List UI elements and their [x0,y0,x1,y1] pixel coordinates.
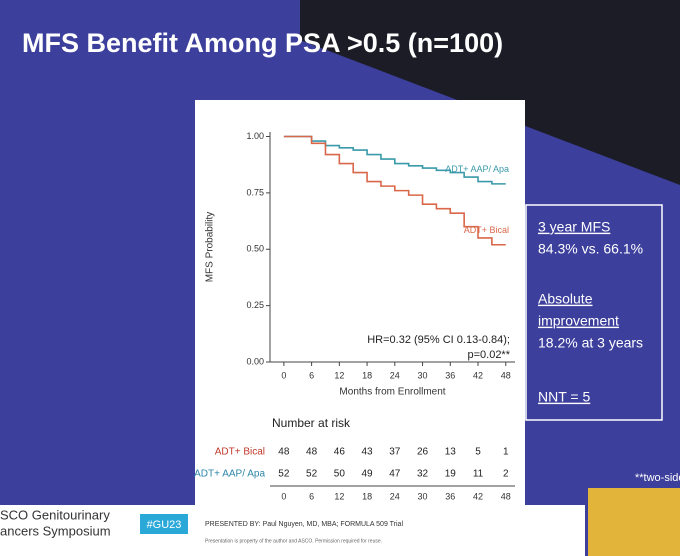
y-tick-label: 0.25 [246,300,264,310]
summary-heading: NNT = 5 [538,389,590,405]
summary-value: 18.2% at 3 years [538,335,643,351]
risk-row-label: ADT+ AAP/ Apa [194,469,265,480]
x-tick-label: 12 [334,370,344,380]
risk-count: 46 [334,447,346,458]
y-tick-label: 0.00 [246,356,264,366]
y-tick-label: 0.50 [246,244,264,254]
venue-ceiling [300,0,680,185]
annotation: HR=0.32 (95% CI 0.13-0.84); [367,334,510,346]
risk-time: 36 [445,491,455,501]
series-label: ADT+ AAP/ Apa [445,164,509,174]
risk-time: 18 [362,491,372,501]
annotation: p=0.02** [467,349,510,361]
risk-row-label: ADT+ Bical [215,447,265,458]
hashtag: #GU23 [147,519,182,531]
risk-time: 30 [418,491,428,501]
hashtag-box [140,514,188,534]
risk-count: 2 [503,469,509,480]
risk-count: 43 [362,447,374,458]
risk-count: 52 [278,469,290,480]
risk-count: 37 [389,447,401,458]
x-tick-label: 6 [309,370,314,380]
risk-count: 32 [417,469,429,480]
risk-count: 5 [475,447,481,458]
survival-curve [283,135,506,246]
risk-count: 48 [278,447,290,458]
risk-time: 24 [390,491,400,501]
notice: Presentation is property of the author a… [205,538,382,544]
summary-heading: Absolute [538,291,593,307]
risk-table-title: Number at risk [272,416,351,430]
risk-count: 50 [334,469,346,480]
risk-count: 13 [445,447,457,458]
y-tick-label: 1.00 [246,131,264,141]
slide-title: MFS Benefit Among PSA >0.5 (n=100) [22,28,503,58]
x-tick-label: 42 [473,370,483,380]
risk-time: 12 [334,491,344,501]
risk-time: 6 [309,491,314,501]
risk-count: 48 [306,447,318,458]
summary-value: 84.3% vs. 66.1% [538,241,643,257]
risk-count: 1 [503,447,509,458]
risk-count: 52 [306,469,318,480]
risk-count: 47 [389,469,401,480]
x-tick-label: 48 [501,370,511,380]
risk-count: 19 [445,469,457,480]
risk-time: 48 [501,491,511,501]
summary-box [525,204,663,421]
x-tick-label: 0 [281,370,286,380]
risk-time: 0 [281,491,286,501]
summary-heading: 3 year MFS [538,219,610,235]
risk-time: 42 [473,491,483,501]
risk-count: 11 [473,469,484,480]
chart-panel [195,100,525,530]
x-tick-label: 36 [445,370,455,380]
footnote: **two-side [635,472,680,484]
series-label: ADT+ Bical [464,225,509,235]
risk-count: 49 [362,469,374,480]
risk-count: 26 [417,447,429,458]
x-tick-label: 24 [390,370,400,380]
society-name: SCO Genitourinary [0,507,110,522]
y-tick-label: 0.75 [246,187,264,197]
x-axis-title: Months from Enrollment [339,387,445,398]
sponsor-image [588,488,680,556]
y-axis-title: MFS Probability [205,212,216,283]
footer-bar [0,505,585,556]
presenter: PRESENTED BY: Paul Nguyen, MD, MBA; FORM… [205,521,403,528]
society-name: ancers Symposium [0,523,111,538]
x-tick-label: 30 [418,370,428,380]
x-tick-label: 18 [362,370,372,380]
summary-heading: improvement [538,313,619,329]
